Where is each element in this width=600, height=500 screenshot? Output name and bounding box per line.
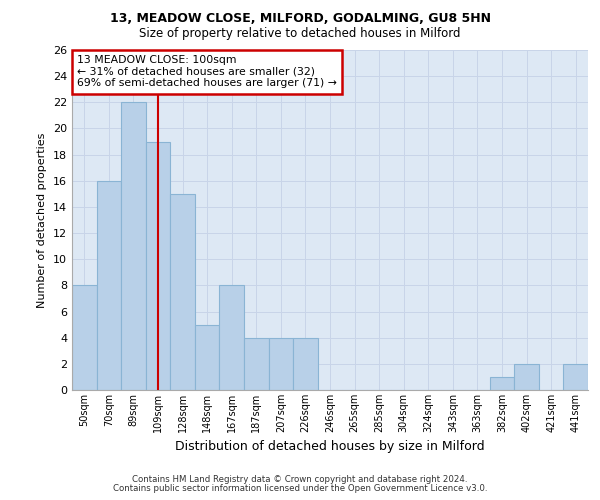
Text: Contains public sector information licensed under the Open Government Licence v3: Contains public sector information licen…	[113, 484, 487, 493]
Bar	[563, 364, 588, 390]
Bar	[146, 142, 170, 390]
Bar	[490, 377, 514, 390]
Bar	[195, 324, 220, 390]
Bar	[72, 286, 97, 390]
X-axis label: Distribution of detached houses by size in Milford: Distribution of detached houses by size …	[175, 440, 485, 454]
Bar	[97, 181, 121, 390]
Bar	[269, 338, 293, 390]
Text: Size of property relative to detached houses in Milford: Size of property relative to detached ho…	[139, 28, 461, 40]
Bar	[293, 338, 318, 390]
Text: 13 MEADOW CLOSE: 100sqm
← 31% of detached houses are smaller (32)
69% of semi-de: 13 MEADOW CLOSE: 100sqm ← 31% of detache…	[77, 55, 337, 88]
Text: 13, MEADOW CLOSE, MILFORD, GODALMING, GU8 5HN: 13, MEADOW CLOSE, MILFORD, GODALMING, GU…	[110, 12, 491, 26]
Bar	[170, 194, 195, 390]
Bar	[121, 102, 146, 390]
Bar	[244, 338, 269, 390]
Bar	[514, 364, 539, 390]
Bar	[220, 286, 244, 390]
Text: Contains HM Land Registry data © Crown copyright and database right 2024.: Contains HM Land Registry data © Crown c…	[132, 475, 468, 484]
Y-axis label: Number of detached properties: Number of detached properties	[37, 132, 47, 308]
